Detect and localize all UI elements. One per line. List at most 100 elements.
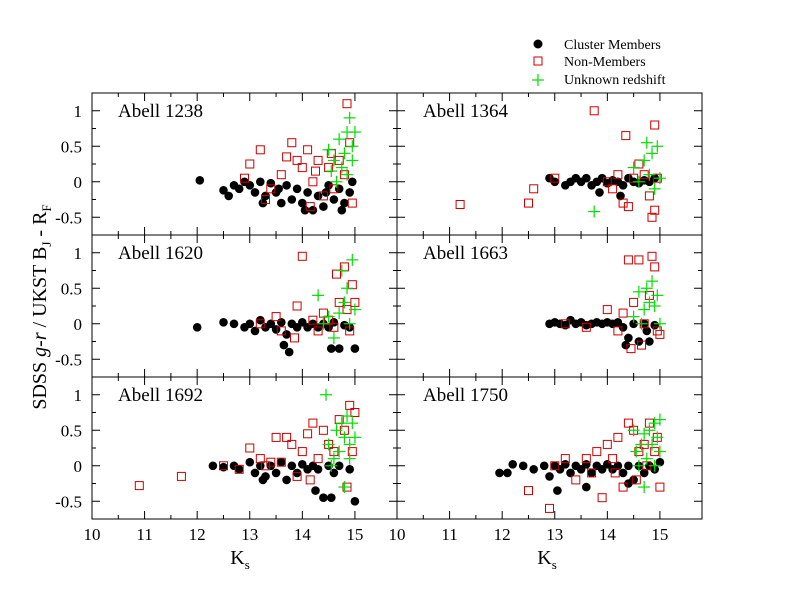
nonmember-point [655, 329, 665, 339]
member-point [495, 468, 504, 478]
nonmember-point [529, 184, 539, 194]
member-point [319, 493, 328, 503]
nonmember-point [602, 305, 612, 315]
unknown-point [638, 481, 651, 494]
member-point [277, 318, 286, 327]
nonmember-point [311, 166, 320, 176]
x-axis-label-left: Ks [230, 547, 250, 572]
nonmember-point [255, 319, 265, 329]
member-point [334, 461, 344, 471]
member-point [279, 340, 289, 350]
unknown-point [341, 410, 354, 423]
member-point [345, 188, 355, 197]
nonmember-point [347, 280, 357, 290]
nonmember-point [650, 262, 660, 272]
y-tick-label: 0 [74, 173, 83, 192]
nonmember-point [623, 255, 633, 265]
y-tick-label: 1 [74, 244, 83, 263]
member-point [234, 465, 244, 474]
nonmember-point [618, 308, 628, 318]
unknown-point [638, 303, 651, 316]
nonmember-point [347, 447, 357, 457]
nonmember-point [602, 439, 612, 449]
member-point [313, 191, 323, 201]
x-tick-label: 14 [599, 525, 617, 544]
nonmember-point [602, 177, 612, 187]
member-point [518, 461, 528, 471]
unknown-point [588, 205, 601, 218]
member-point [274, 184, 284, 194]
x-tick-label: 15 [651, 525, 668, 544]
unknown-point [646, 438, 659, 451]
member-point [292, 184, 302, 194]
nonmember-point [637, 340, 646, 350]
unknown-point [333, 307, 346, 320]
panel-4: Abell 1663 [396, 234, 703, 378]
legend-label-unknown: Unknown redshift [564, 73, 666, 88]
member-point [545, 472, 554, 481]
panel-title: Abell 1620 [118, 243, 203, 264]
unknown-point [651, 289, 664, 302]
nonmember-point [255, 145, 265, 155]
unknown-point [333, 445, 346, 458]
nonmember-point [313, 454, 323, 464]
x-tick-label: 12 [494, 525, 511, 544]
unknown-point [338, 431, 351, 444]
unknown-point [330, 424, 343, 437]
nonmember-point [297, 163, 307, 173]
nonmember-point [245, 159, 255, 169]
nonmember-point [287, 439, 297, 449]
unknown-point [341, 282, 354, 295]
unknown-point [343, 111, 356, 124]
nonmember-point [329, 322, 339, 332]
unknown-point [646, 147, 659, 160]
unknown-point [325, 459, 338, 472]
nonmember-point [305, 475, 315, 485]
member-point [258, 475, 268, 485]
x-tick-label: 13 [546, 525, 563, 544]
nonmember-point [318, 425, 328, 435]
nonmember-point [292, 155, 302, 165]
y-tick-label: 0 [74, 315, 83, 334]
legend-label-nonmembers: Non-Members [564, 55, 646, 70]
member-point [298, 198, 307, 208]
nonmember-point [261, 461, 270, 471]
nonmember-point [560, 454, 570, 464]
legend-nonmember-marker [533, 56, 543, 66]
member-point [324, 181, 333, 190]
nonmember-point [623, 418, 633, 428]
legend-label-members: Cluster Members [564, 38, 661, 53]
member-point [219, 186, 228, 195]
member-point [508, 460, 517, 469]
x-tick-label: 10 [84, 525, 101, 544]
member-point [334, 344, 344, 353]
nonmember-point [655, 482, 665, 492]
unknown-point [335, 264, 348, 277]
unknown-point [343, 452, 356, 465]
nonmember-point [613, 170, 623, 180]
x-axis-label-right: Ks [537, 547, 557, 572]
unknown-point [632, 459, 645, 472]
nonmember-point [287, 138, 297, 148]
member-point [616, 191, 625, 201]
nonmember-point [647, 251, 657, 261]
nonmember-point [629, 297, 639, 307]
y-axis-label: SDSS g-r / UKST BJ - RF [29, 204, 54, 409]
y-tick-label: -0.5 [55, 492, 82, 511]
nonmember-point [621, 131, 631, 141]
member-point [271, 468, 281, 478]
nonmember-point [308, 177, 318, 187]
nonmember-point [524, 198, 533, 208]
unknown-point [335, 161, 348, 174]
member-point [529, 465, 538, 474]
nonmember-point [305, 202, 315, 212]
unknown-point [648, 300, 661, 312]
nonmember-point [318, 191, 328, 201]
unknown-point [317, 317, 330, 330]
nonmember-point [332, 269, 341, 279]
member-point [266, 319, 276, 329]
member-point [624, 479, 633, 488]
member-point [650, 320, 659, 330]
unknown-point [335, 417, 348, 430]
nonmember-point [297, 447, 307, 457]
